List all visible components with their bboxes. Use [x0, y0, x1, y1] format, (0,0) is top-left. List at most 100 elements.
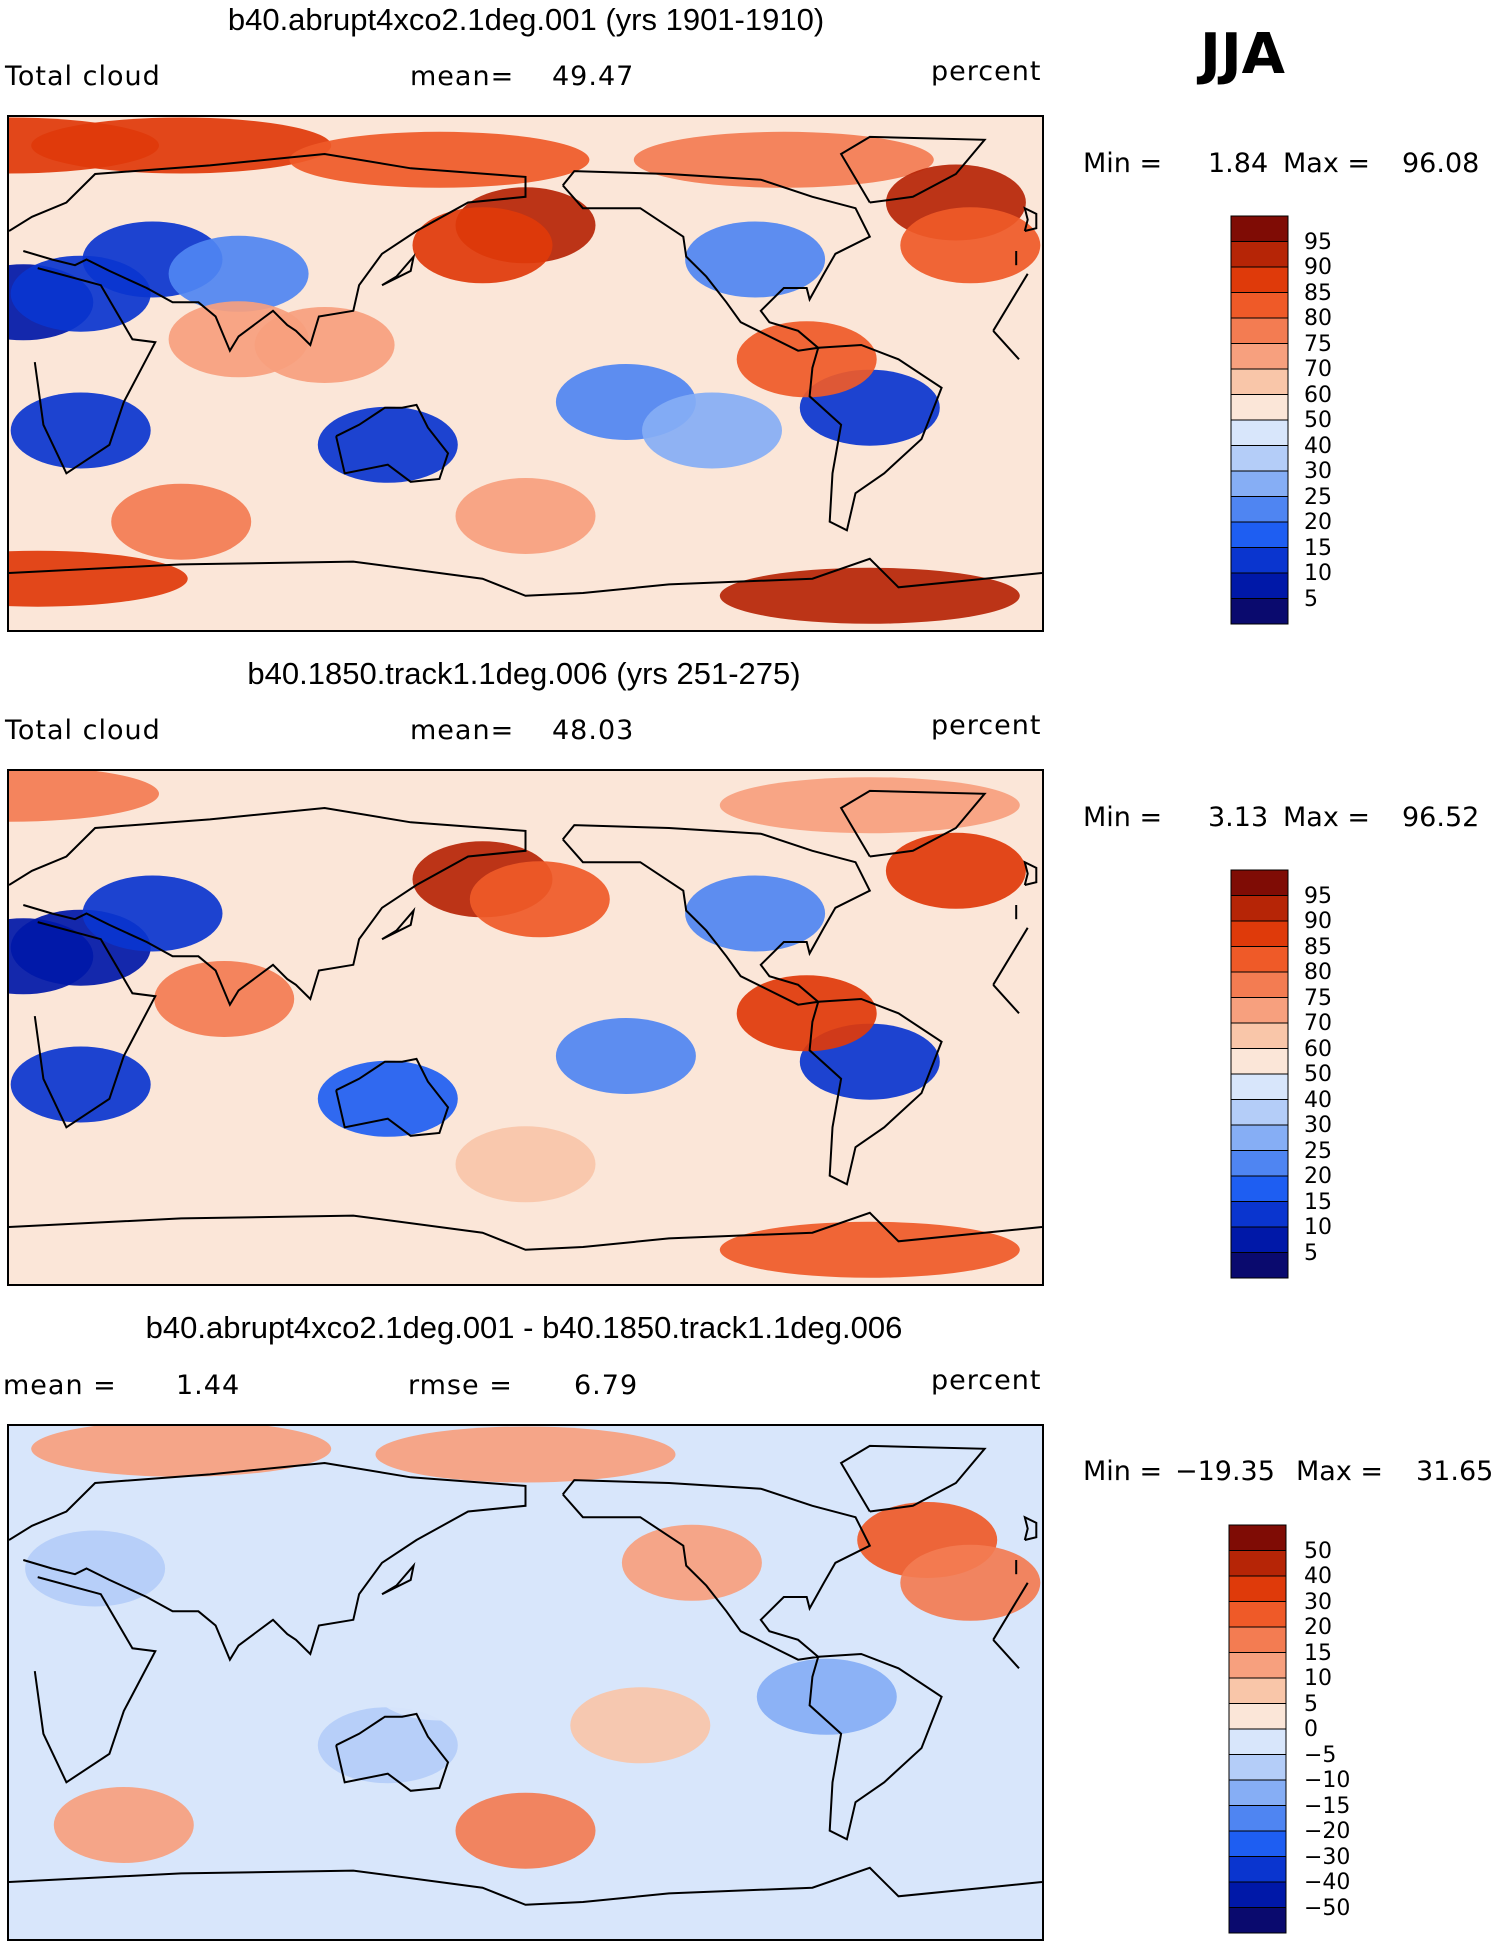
cloud-region-10 [317, 1060, 458, 1137]
coastline-0-part [992, 1582, 1029, 1641]
colorbar-tick-label: 25 [1304, 1138, 1332, 1164]
colorbar-tick-label: 90 [1304, 909, 1332, 934]
colorbar-tick-label: −10 [1304, 1768, 1351, 1793]
colorbar-swatch-14 [1230, 572, 1289, 599]
cloud-region-4 [885, 832, 1026, 909]
colorbar-tick-label: 5 [1304, 1691, 1318, 1717]
colorbar-swatch-10 [1228, 1779, 1287, 1806]
colorbar-swatch-2 [1230, 920, 1289, 947]
cloud-region-0 [31, 1426, 332, 1477]
colorbar-tick-label: 15 [1304, 535, 1332, 561]
colorbar-tick-label: 0 [1304, 1717, 1318, 1742]
coastlines [9, 1444, 1042, 1906]
cloud-region-15 [455, 1126, 596, 1203]
coastline-7 [381, 1562, 416, 1596]
cloud-region-19 [254, 307, 395, 383]
colorbar-swatch-5 [1230, 343, 1289, 370]
colorbar-swatch-12 [1230, 521, 1289, 548]
colorbar-swatch-8 [1228, 1728, 1287, 1755]
panel3-min-value: −19.35 [1175, 1456, 1275, 1487]
colorbar-tick-label: 10 [1304, 1666, 1332, 1691]
colorbar-tick-label: 70 [1304, 1011, 1332, 1036]
cloud-region-16 [719, 1221, 1020, 1278]
cloud-field [9, 771, 1026, 1278]
colorbar-tick-label: −20 [1304, 1819, 1351, 1844]
colorbar-tick-label: 60 [1304, 382, 1332, 408]
cloud-region-3 [469, 861, 610, 938]
colorbar-swatch-10 [1230, 1124, 1289, 1151]
panel3-min-label: Min = [1083, 1456, 1163, 1487]
colorbar-swatch-12 [1230, 1175, 1289, 1202]
colorbar-tick-label: 75 [1304, 985, 1332, 1011]
cloud-region-24 [719, 567, 1020, 624]
panel3-mean-value: 1.44 [176, 1370, 241, 1401]
cloud-region-5 [412, 207, 553, 284]
cloud-region-23 [9, 550, 188, 607]
colorbar-swatch-15 [1230, 1252, 1289, 1279]
colorbar-tick-label: 20 [1304, 510, 1332, 535]
colorbar-tick-label: 95 [1304, 229, 1332, 255]
colorbar-tick-label: 50 [1304, 1062, 1332, 1087]
colorbar-tick-label: 50 [1304, 1538, 1332, 1564]
panel3-max-value: 31.65 [1416, 1456, 1494, 1487]
colorbar-swatch-6 [1228, 1677, 1287, 1704]
colorbar-swatch-7 [1228, 1703, 1287, 1730]
cloud-region-6 [756, 1658, 897, 1735]
colorbar-tick-label: 50 [1304, 408, 1332, 433]
cloud-region-20 [736, 321, 877, 398]
coastline-5 [839, 789, 987, 858]
colorbar-tick-label: 20 [1304, 1615, 1332, 1640]
panel3-units: percent [931, 1365, 1042, 1396]
colorbar-swatch-14 [1230, 1226, 1289, 1253]
panel2-min-value: 3.13 [1208, 802, 1269, 833]
colorbar-swatch-4 [1230, 971, 1289, 998]
coastline-5 [839, 1444, 987, 1513]
colorbar-swatches [1230, 215, 1289, 625]
colorbar-swatch-6 [1230, 1022, 1289, 1049]
panel2-mean-value: 48.03 [552, 715, 635, 746]
coastline-3 [562, 824, 872, 1006]
panel1-max-value: 96.08 [1402, 148, 1480, 179]
cloud-region-10 [53, 1787, 194, 1863]
coastline-3 [562, 170, 872, 352]
colorbar-swatch-1 [1230, 895, 1289, 922]
cloud-region-8 [685, 875, 826, 952]
cloud-region-3 [900, 1544, 1041, 1621]
cloud-region-12 [685, 221, 826, 298]
colorbar-tick-label: 60 [1304, 1036, 1332, 1062]
coastline-6 [9, 557, 1042, 597]
panel1-mean-label: mean= [410, 61, 515, 92]
colorbar-tick-label: −30 [1304, 1844, 1351, 1870]
cloud-region-1 [719, 777, 1020, 834]
coastline-0 [992, 330, 1020, 360]
panel3-max-label: Max = [1296, 1456, 1384, 1487]
cloud-region-14 [317, 406, 458, 483]
panel3-mean-label: mean = [3, 1370, 117, 1401]
panel2-min-label: Min = [1083, 802, 1163, 833]
panel1-min-value: 1.84 [1208, 148, 1269, 179]
colorbar-tick-label: 85 [1304, 934, 1332, 960]
colorbar-swatch-10 [1230, 470, 1289, 497]
panel2-variable-label: Total cloud [5, 715, 161, 746]
cloud-region-11 [369, 1644, 510, 1721]
colorbar-tick-label: 80 [1304, 306, 1332, 331]
colorbar-tick-label: 15 [1304, 1189, 1332, 1215]
cloud-region-21 [455, 478, 596, 554]
colorbar-tick-label: 40 [1304, 433, 1332, 459]
colorbar-swatch-13 [1230, 547, 1289, 574]
colorbar-swatch-11 [1230, 1150, 1289, 1177]
colorbar-tick-label: −40 [1304, 1870, 1351, 1895]
season-label: JJA [1200, 22, 1286, 87]
panel2-max-value: 96.52 [1402, 802, 1480, 833]
cloud-region-13 [154, 961, 295, 1037]
panel1-min-label: Min = [1083, 148, 1163, 179]
panel2-max-label: Max = [1283, 802, 1371, 833]
coastline-1-part [9, 806, 527, 1007]
colorbar-tick-label: 40 [1304, 1564, 1332, 1589]
cloud-region-3 [633, 131, 934, 188]
colorbar-swatch-0 [1228, 1524, 1287, 1551]
coastline-6 [9, 1211, 1042, 1251]
coastline-0-part [992, 927, 1029, 986]
cloud-region-1 [31, 117, 332, 174]
coastline-6 [9, 1866, 1042, 1906]
